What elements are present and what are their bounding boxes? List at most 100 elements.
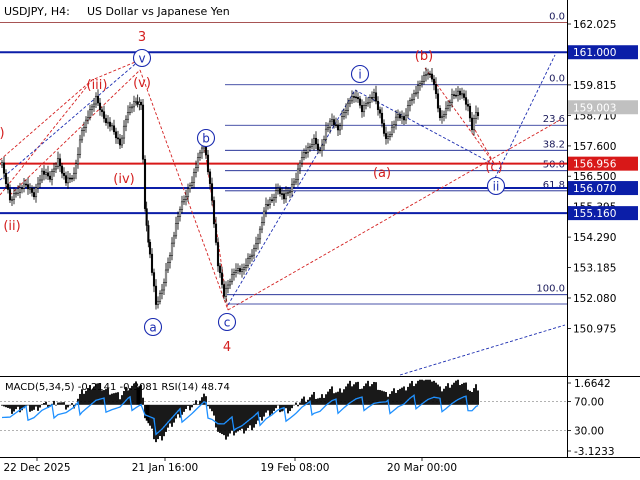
macd-bar [11, 404, 13, 414]
macd-bar [15, 404, 17, 410]
candle [472, 118, 476, 131]
candle [60, 165, 64, 174]
candle [302, 152, 306, 158]
macd-bar [303, 396, 305, 405]
macd-bar [347, 383, 349, 405]
macd-bar [151, 404, 153, 429]
macd-bar [295, 402, 297, 405]
candle [430, 73, 434, 80]
macd-bar [99, 383, 101, 405]
macd-bar [61, 402, 63, 405]
macd-bar [123, 391, 125, 405]
wave-label: b [202, 132, 210, 146]
macd-bar [95, 383, 97, 405]
macd-bar [142, 397, 144, 405]
candle [426, 73, 430, 76]
candle [436, 93, 440, 109]
candle [306, 147, 310, 153]
candle [22, 183, 26, 189]
candle [352, 96, 356, 98]
candle [143, 159, 147, 209]
wave-label: (iii) [87, 78, 108, 93]
macd-bar [345, 386, 347, 405]
macd-bar [457, 379, 459, 405]
candle [322, 139, 326, 146]
candle [318, 149, 322, 152]
candle [152, 272, 156, 287]
candle [456, 90, 460, 96]
y-tick-label: 159.815 [573, 80, 616, 92]
price-candles [0, 67, 480, 310]
candle [286, 191, 290, 194]
candle [32, 192, 36, 198]
macd-bar [167, 404, 169, 428]
time-axis[interactable]: 22 Dec 2025 21 Jan 16:00 19 Feb 08:00 20 Ma… [3, 457, 457, 474]
macd-bar [209, 404, 211, 409]
fib-label: 50.0 [543, 160, 565, 171]
candle [240, 269, 244, 272]
wave-line [399, 324, 566, 376]
symbol-label: USDJPY, H4: [4, 5, 70, 18]
candle [414, 92, 418, 95]
candle [362, 105, 366, 113]
candle [238, 268, 242, 272]
macd-bar [455, 380, 457, 405]
candle [438, 107, 442, 118]
candle [222, 284, 226, 297]
candle [402, 116, 406, 121]
macd-bar [389, 393, 391, 405]
macd-bar [329, 389, 331, 405]
x-tick-label: 20 Mar 00:00 [387, 462, 457, 474]
macd-bar [1, 404, 3, 406]
candle [262, 210, 266, 223]
candle [26, 184, 30, 190]
macd-bar [97, 383, 99, 405]
macd-bar [459, 385, 461, 405]
macd-bar [271, 404, 273, 414]
macd-bar [401, 387, 403, 405]
macd-bar [373, 381, 375, 405]
macd-bar [463, 382, 465, 405]
candle [416, 85, 420, 94]
macd-bar [409, 383, 411, 405]
macd-bar [357, 381, 359, 405]
price-tags: 161.000 156.956 156.070 155.160 159.003 [568, 45, 638, 221]
fib-label: 38.2 [543, 139, 565, 150]
candle [434, 84, 438, 95]
macd-bar [121, 395, 123, 405]
candle [246, 257, 250, 266]
macd-bar [89, 385, 91, 405]
candle [300, 157, 304, 164]
indicator-plot [0, 379, 567, 443]
candle [120, 137, 124, 146]
macd-bar [23, 404, 25, 409]
macd-bar [133, 383, 135, 405]
candle [54, 166, 58, 170]
candle [288, 191, 292, 193]
macd-bar [111, 393, 113, 405]
candle [96, 95, 100, 104]
macd-bar [265, 404, 267, 413]
macd-bar [221, 404, 223, 435]
candle [118, 138, 122, 146]
macd-bar [421, 379, 423, 405]
macd-bar [451, 384, 453, 405]
macd-bar [241, 404, 243, 429]
candle [68, 177, 72, 180]
candle [62, 173, 66, 176]
support-2-tag-bg [568, 206, 638, 221]
macd-bar [429, 379, 431, 405]
macd-bar [319, 397, 321, 405]
candle [382, 123, 386, 134]
macd-bar [395, 392, 397, 405]
candle [370, 97, 374, 99]
candle [162, 282, 166, 291]
macd-bar [125, 386, 127, 405]
candle [70, 177, 74, 180]
price-axis[interactable]: 162.025159.815158.710157.600156.500155.3… [567, 19, 616, 335]
candle [108, 121, 112, 127]
candle [342, 112, 346, 117]
candle [310, 144, 314, 147]
macd-bar [163, 404, 165, 437]
macd-bar [411, 380, 413, 405]
